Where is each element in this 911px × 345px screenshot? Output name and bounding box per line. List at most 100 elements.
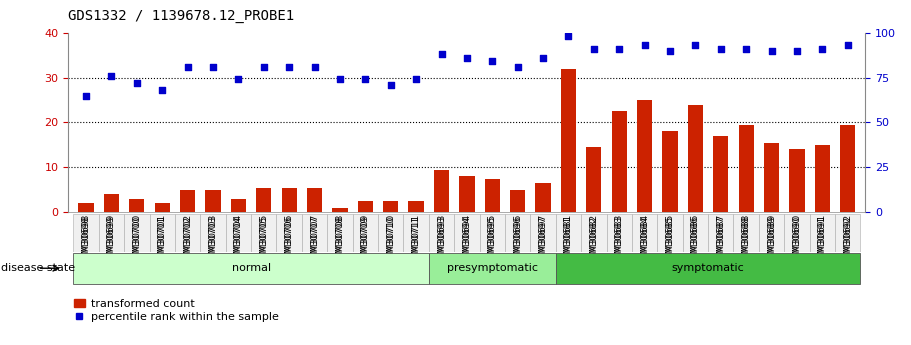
FancyBboxPatch shape xyxy=(556,214,581,252)
Legend: transformed count, percentile rank within the sample: transformed count, percentile rank withi… xyxy=(74,299,279,322)
Text: GSM30701: GSM30701 xyxy=(158,216,167,265)
Text: GSM30685: GSM30685 xyxy=(665,216,674,265)
FancyBboxPatch shape xyxy=(733,214,759,252)
FancyBboxPatch shape xyxy=(378,214,404,252)
Text: GSM30697: GSM30697 xyxy=(538,214,548,264)
Point xyxy=(662,48,677,53)
Text: GSM30694: GSM30694 xyxy=(463,216,471,265)
Text: GSM30691: GSM30691 xyxy=(818,216,827,265)
Text: GSM30703: GSM30703 xyxy=(209,216,218,265)
FancyBboxPatch shape xyxy=(632,214,657,252)
Text: GSM30688: GSM30688 xyxy=(742,214,751,264)
FancyBboxPatch shape xyxy=(581,214,607,252)
Point xyxy=(333,77,347,82)
FancyBboxPatch shape xyxy=(226,214,251,252)
Bar xyxy=(713,136,729,212)
FancyBboxPatch shape xyxy=(149,214,175,252)
Text: GSM30705: GSM30705 xyxy=(260,216,269,265)
Point xyxy=(435,51,449,57)
Text: GSM30695: GSM30695 xyxy=(487,214,496,264)
Text: GSM30692: GSM30692 xyxy=(844,216,852,265)
Point xyxy=(485,59,499,64)
Bar xyxy=(586,147,601,212)
Point xyxy=(206,64,220,70)
FancyBboxPatch shape xyxy=(251,214,277,252)
Text: GSM30697: GSM30697 xyxy=(538,216,548,265)
Text: GSM30689: GSM30689 xyxy=(767,214,776,264)
Bar xyxy=(764,142,779,212)
Text: GSM30681: GSM30681 xyxy=(564,214,573,264)
Point xyxy=(638,42,652,48)
FancyBboxPatch shape xyxy=(759,214,784,252)
Bar xyxy=(662,131,678,212)
FancyBboxPatch shape xyxy=(404,214,429,252)
Bar xyxy=(129,199,145,212)
FancyBboxPatch shape xyxy=(302,214,327,252)
Point xyxy=(307,64,322,70)
Text: GSM30684: GSM30684 xyxy=(640,216,650,265)
Text: GSM30708: GSM30708 xyxy=(335,216,344,265)
FancyBboxPatch shape xyxy=(682,214,708,252)
Bar xyxy=(510,190,526,212)
Text: GSM30709: GSM30709 xyxy=(361,214,370,264)
Bar xyxy=(536,183,550,212)
FancyBboxPatch shape xyxy=(810,214,835,252)
Text: GSM30708: GSM30708 xyxy=(335,214,344,264)
Point xyxy=(713,46,728,52)
Bar xyxy=(104,194,119,212)
Text: GSM30698: GSM30698 xyxy=(82,216,90,265)
FancyBboxPatch shape xyxy=(784,214,810,252)
FancyBboxPatch shape xyxy=(74,253,429,284)
Bar xyxy=(840,125,855,212)
Text: presymptomatic: presymptomatic xyxy=(446,263,537,273)
Point xyxy=(281,64,296,70)
FancyBboxPatch shape xyxy=(556,253,860,284)
Bar xyxy=(739,125,753,212)
Text: disease state: disease state xyxy=(1,264,75,273)
Point xyxy=(180,64,195,70)
Point xyxy=(688,42,702,48)
Bar xyxy=(205,190,220,212)
Bar xyxy=(384,201,398,212)
FancyBboxPatch shape xyxy=(505,214,530,252)
Text: symptomatic: symptomatic xyxy=(671,263,744,273)
Text: GSM30705: GSM30705 xyxy=(260,214,269,264)
Point xyxy=(790,48,804,53)
Text: GDS1332 / 1139678.12_PROBE1: GDS1332 / 1139678.12_PROBE1 xyxy=(68,9,294,23)
Text: GSM30696: GSM30696 xyxy=(513,216,522,265)
Text: GSM30711: GSM30711 xyxy=(412,214,421,264)
Text: GSM30710: GSM30710 xyxy=(386,216,395,265)
FancyBboxPatch shape xyxy=(657,214,682,252)
Bar xyxy=(256,188,271,212)
Bar xyxy=(180,190,195,212)
Text: GSM30687: GSM30687 xyxy=(716,214,725,264)
Text: GSM30711: GSM30711 xyxy=(412,216,421,265)
Point xyxy=(510,64,525,70)
FancyBboxPatch shape xyxy=(98,214,124,252)
Point xyxy=(587,46,601,52)
Text: GSM30695: GSM30695 xyxy=(487,216,496,265)
Point xyxy=(104,73,118,79)
Text: GSM30694: GSM30694 xyxy=(463,214,471,263)
Text: GSM30693: GSM30693 xyxy=(437,216,446,265)
Text: GSM30696: GSM30696 xyxy=(513,214,522,264)
Bar xyxy=(485,178,500,212)
Point xyxy=(840,42,855,48)
Point xyxy=(459,55,474,61)
Bar xyxy=(155,203,169,212)
FancyBboxPatch shape xyxy=(530,214,556,252)
Bar xyxy=(434,169,449,212)
FancyBboxPatch shape xyxy=(479,214,505,252)
Bar xyxy=(408,201,424,212)
Point xyxy=(384,82,398,88)
FancyBboxPatch shape xyxy=(327,214,353,252)
FancyBboxPatch shape xyxy=(607,214,632,252)
Text: GSM30681: GSM30681 xyxy=(564,216,573,265)
Text: GSM30709: GSM30709 xyxy=(361,216,370,265)
FancyBboxPatch shape xyxy=(200,214,226,252)
Bar xyxy=(814,145,830,212)
Point xyxy=(79,93,94,98)
Point xyxy=(409,77,424,82)
Text: GSM30700: GSM30700 xyxy=(132,216,141,265)
FancyBboxPatch shape xyxy=(124,214,149,252)
